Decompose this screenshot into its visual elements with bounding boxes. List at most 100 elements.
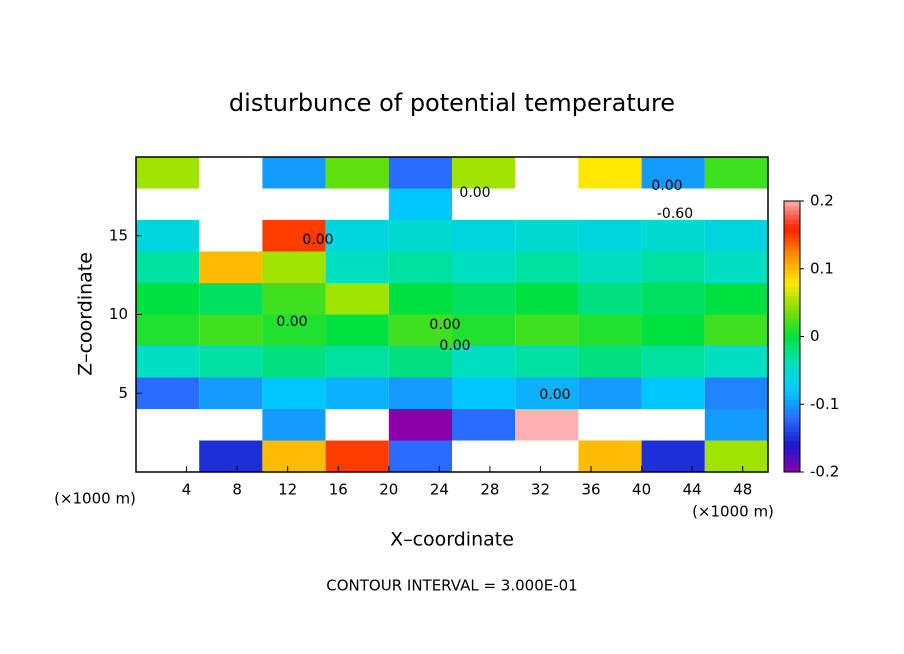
cell (515, 188, 579, 220)
colorbar-step (784, 404, 800, 410)
cell (262, 346, 326, 378)
x-tick-label: 8 (232, 481, 242, 499)
colorbar-step (784, 241, 800, 247)
colorbar-step (784, 291, 800, 297)
cell (641, 377, 705, 409)
colorbar-step (784, 386, 800, 392)
y-tick-label: 15 (109, 226, 128, 244)
colorbar-step (784, 214, 800, 220)
cell (136, 440, 200, 472)
colorbar-step (784, 395, 800, 401)
cell (515, 283, 579, 315)
colorbar-step (784, 228, 800, 234)
cell (199, 220, 263, 252)
cell (704, 440, 768, 472)
cell (641, 188, 705, 220)
colorbar-step (784, 309, 800, 315)
colorbar-step (784, 467, 800, 473)
cell (704, 283, 768, 315)
cell (388, 157, 452, 189)
colorbar-step (784, 341, 800, 347)
cell (262, 220, 326, 252)
cell (388, 409, 452, 441)
cell (325, 377, 389, 409)
cell (578, 314, 642, 346)
colorbar-tick-label: 0 (810, 327, 820, 345)
contour-label: -0.60 (657, 206, 693, 222)
cell (578, 409, 642, 441)
x-tick-label: 32 (531, 481, 550, 499)
cell (641, 314, 705, 346)
cell (199, 251, 263, 283)
cell (388, 440, 452, 472)
x-unit-label: (×1000 m) (692, 503, 774, 521)
cell (136, 188, 200, 220)
colorbar-step (784, 431, 800, 437)
cell (578, 440, 642, 472)
colorbar-step (784, 322, 800, 328)
contour-label: 0.00 (651, 178, 682, 194)
colorbar-step (784, 205, 800, 211)
cell (325, 188, 389, 220)
cell (388, 377, 452, 409)
colorbar-step (784, 453, 800, 459)
cell (262, 409, 326, 441)
colorbar-step (784, 426, 800, 432)
cell (578, 157, 642, 189)
colorbar-step (784, 449, 800, 455)
cell (262, 157, 326, 189)
cell (641, 440, 705, 472)
cell (199, 377, 263, 409)
colorbar-step (784, 381, 800, 387)
contour-label: 0.00 (276, 314, 307, 330)
cell (199, 157, 263, 189)
cell (388, 220, 452, 252)
colorbar-tick-label: -0.1 (810, 395, 839, 413)
colorbar-step (784, 268, 800, 274)
colorbar-step (784, 354, 800, 360)
cell (325, 251, 389, 283)
x-unit-label: (×1000 m) (54, 490, 136, 508)
colorbar-step (784, 201, 800, 207)
colorbar-step (784, 413, 800, 419)
colorbar-step (784, 440, 800, 446)
cell (452, 440, 516, 472)
cell (578, 251, 642, 283)
colorbar-step (784, 368, 800, 374)
cell (262, 188, 326, 220)
cell (388, 346, 452, 378)
cell (578, 188, 642, 220)
contour-label: 0.00 (459, 185, 490, 201)
cell (262, 283, 326, 315)
colorbar-step (784, 250, 800, 256)
cell (515, 314, 579, 346)
x-tick-label: 36 (581, 481, 600, 499)
cell (452, 251, 516, 283)
cell (136, 377, 200, 409)
colorbar-step (784, 246, 800, 252)
cell (452, 409, 516, 441)
colorbar-step (784, 304, 800, 310)
cell (452, 188, 516, 220)
colorbar-step (784, 435, 800, 441)
cell (641, 157, 705, 189)
cell (704, 251, 768, 283)
y-axis-label: Z–coordinate (75, 252, 97, 376)
colorbar-step (784, 444, 800, 450)
colorbar-step (784, 237, 800, 243)
cell (452, 314, 516, 346)
cell (136, 220, 200, 252)
cell (704, 157, 768, 189)
cell (515, 251, 579, 283)
colorbar-step (784, 259, 800, 265)
x-tick-label: 40 (632, 481, 651, 499)
cell (452, 346, 516, 378)
colorbar-step (784, 219, 800, 225)
cell (136, 283, 200, 315)
cell (388, 251, 452, 283)
cell (515, 157, 579, 189)
cell (262, 377, 326, 409)
colorbar-step (784, 422, 800, 428)
colorbar-tick-label: 0.2 (810, 192, 834, 210)
colorbar-step (784, 318, 800, 324)
